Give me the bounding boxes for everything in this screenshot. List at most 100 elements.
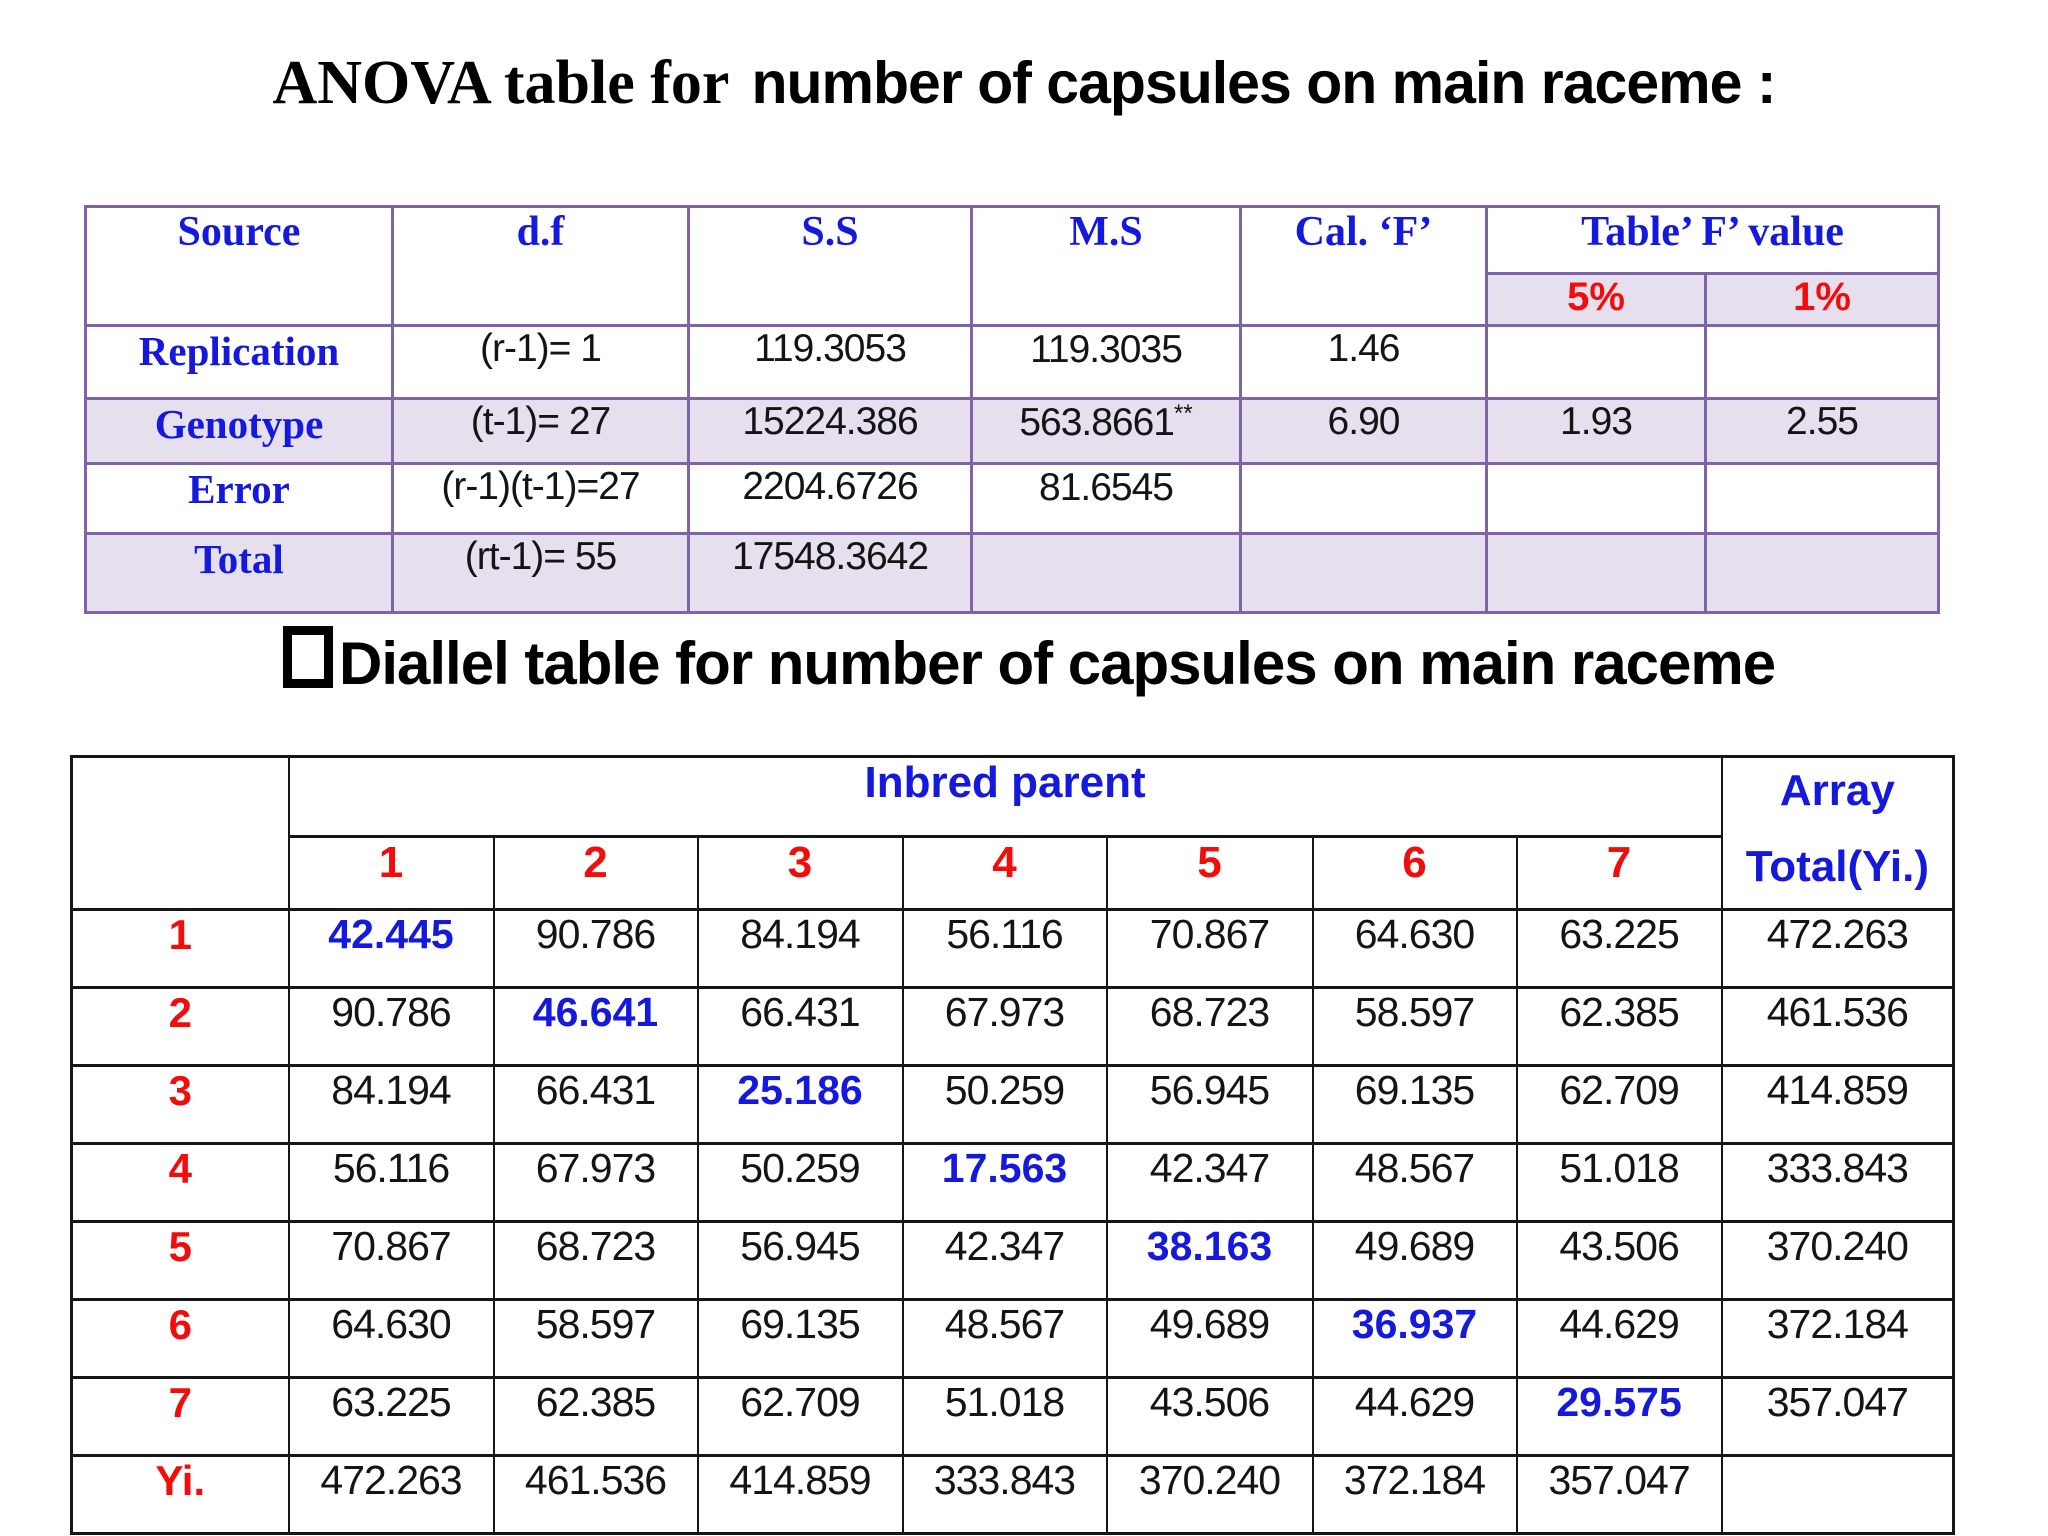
anova-f1-cell: 2.55 bbox=[1703, 397, 1941, 465]
diallel-cell: 370.240 bbox=[1105, 1454, 1314, 1535]
diallel-cell: 66.431 bbox=[696, 986, 904, 1067]
diallel-table: Inbred parent Array Total(Yi.) 1 2 3 4 5… bbox=[70, 755, 1956, 1535]
anova-ss-cell: 2204.6726 bbox=[687, 462, 973, 535]
diallel-col-label: 1 bbox=[287, 835, 495, 911]
anova-df-cell: (t-1)= 27 bbox=[391, 397, 690, 465]
diallel-row-label: 7 bbox=[70, 1376, 290, 1457]
diallel-array-total-cell bbox=[1720, 1454, 1955, 1535]
diallel-cell: 68.723 bbox=[1105, 986, 1314, 1067]
diallel-cell: 63.225 bbox=[287, 1376, 495, 1457]
diallel-cell: 69.135 bbox=[1311, 1064, 1518, 1145]
diallel-array-total-cell: 472.263 bbox=[1720, 908, 1955, 989]
anova-f5-cell bbox=[1485, 532, 1707, 614]
diallel-inbred-parent-header: Inbred parent bbox=[287, 755, 1723, 838]
diallel-cell: 43.506 bbox=[1105, 1376, 1314, 1457]
diallel-cell: 66.431 bbox=[492, 1064, 699, 1145]
anova-table: Source d.f S.S M.S Cal. ‘F’ Table’ F’ va… bbox=[84, 205, 1941, 614]
diallel-cell: 90.786 bbox=[287, 986, 495, 1067]
anova-df-cell: (r-1)(t-1)=27 bbox=[391, 462, 690, 535]
square-bullet-icon bbox=[283, 626, 333, 688]
anova-ss-cell: 17548.3642 bbox=[687, 532, 973, 614]
anova-ms-cell bbox=[970, 532, 1242, 614]
diallel-cell: 29.575 bbox=[1515, 1376, 1723, 1457]
diallel-cell: 62.385 bbox=[1515, 986, 1723, 1067]
diallel-row-label: 5 bbox=[70, 1220, 290, 1301]
diallel-colnum-row: 1 2 3 4 5 6 7 bbox=[72, 835, 1954, 911]
diallel-cell: 64.630 bbox=[287, 1298, 495, 1379]
diallel-row-label: 2 bbox=[70, 986, 290, 1067]
diallel-cell: 44.629 bbox=[1515, 1298, 1723, 1379]
diallel-row-label: 4 bbox=[70, 1142, 290, 1223]
diallel-array-total-cell: 372.184 bbox=[1720, 1298, 1955, 1379]
diallel-cell: 84.194 bbox=[287, 1064, 495, 1145]
diallel-cell: 56.945 bbox=[696, 1220, 904, 1301]
diallel-row-label: 6 bbox=[70, 1298, 290, 1379]
anova-header-calf: Cal. ‘F’ bbox=[1239, 205, 1488, 327]
diallel-cell: 333.843 bbox=[901, 1454, 1108, 1535]
diallel-array-total-cell: 333.843 bbox=[1720, 1142, 1955, 1223]
diallel-cell: 46.641 bbox=[492, 986, 699, 1067]
diallel-cell: 38.163 bbox=[1105, 1220, 1314, 1301]
diallel-cell: 64.630 bbox=[1311, 908, 1518, 989]
diallel-row-2: 2 90.786 46.641 66.431 67.973 68.723 58.… bbox=[70, 986, 1955, 1067]
diallel-cell: 63.225 bbox=[1515, 908, 1723, 989]
diallel-array-total-header: Array Total(Yi.) bbox=[1720, 755, 1955, 911]
anova-ss-cell: 119.3053 bbox=[687, 324, 973, 400]
diallel-col-label: 5 bbox=[1105, 835, 1314, 911]
diallel-row-label: 1 bbox=[70, 908, 290, 989]
anova-source-cell: Genotype bbox=[84, 397, 394, 465]
anova-header-1pct: 1% bbox=[1703, 272, 1941, 327]
diallel-cell: 51.018 bbox=[1515, 1142, 1723, 1223]
diallel-row-label: 3 bbox=[70, 1064, 290, 1145]
diallel-array-total-cell: 357.047 bbox=[1720, 1376, 1955, 1457]
diallel-cell: 50.259 bbox=[901, 1064, 1108, 1145]
anova-ss-cell: 15224.386 bbox=[687, 397, 973, 465]
anova-f1-cell bbox=[1703, 462, 1941, 535]
diallel-cell: 62.709 bbox=[696, 1376, 904, 1457]
anova-header-5pct: 5% bbox=[1485, 272, 1707, 327]
diallel-cell: 42.347 bbox=[901, 1220, 1108, 1301]
diallel-cell: 472.263 bbox=[287, 1454, 495, 1535]
diallel-cell: 70.867 bbox=[287, 1220, 495, 1301]
diallel-cell: 58.597 bbox=[1311, 986, 1518, 1067]
diallel-cell: 50.259 bbox=[696, 1142, 904, 1223]
diallel-row-5: 5 70.867 68.723 56.945 42.347 38.163 49.… bbox=[70, 1220, 1955, 1301]
anova-row-error: Error (r-1)(t-1)=27 2204.6726 81.6545 bbox=[84, 462, 1941, 535]
diallel-cell: 17.563 bbox=[901, 1142, 1108, 1223]
anova-header-source: Source bbox=[84, 205, 394, 327]
diallel-cell: 48.567 bbox=[901, 1298, 1108, 1379]
diallel-cell: 90.786 bbox=[492, 908, 699, 989]
anova-calf-cell: 6.90 bbox=[1239, 397, 1488, 465]
anova-row-replication: Replication (r-1)= 1 119.3053 119.3035 1… bbox=[84, 324, 1941, 400]
diallel-cell: 414.859 bbox=[696, 1454, 904, 1535]
diallel-col-label: 7 bbox=[1515, 835, 1723, 911]
anova-df-cell: (rt-1)= 55 bbox=[391, 532, 690, 614]
anova-f1-cell bbox=[1703, 532, 1941, 614]
diallel-col-label: 2 bbox=[492, 835, 699, 911]
diallel-row-4: 4 56.116 67.973 50.259 17.563 42.347 48.… bbox=[70, 1142, 1955, 1223]
anova-source-cell: Total bbox=[84, 532, 394, 614]
diallel-cell: 42.445 bbox=[287, 908, 495, 989]
diallel-cell: 70.867 bbox=[1105, 908, 1314, 989]
diallel-cell: 357.047 bbox=[1515, 1454, 1723, 1535]
anova-f1-cell bbox=[1703, 324, 1941, 400]
diallel-cell: 372.184 bbox=[1311, 1454, 1518, 1535]
anova-subheader-row: 5% 1% bbox=[86, 272, 1941, 327]
diallel-row-3: 3 84.194 66.431 25.186 50.259 56.945 69.… bbox=[70, 1064, 1955, 1145]
anova-header-ss: S.S bbox=[687, 205, 973, 327]
diallel-cell: 58.597 bbox=[492, 1298, 699, 1379]
diallel-cell: 461.536 bbox=[492, 1454, 699, 1535]
diallel-cell: 42.347 bbox=[1105, 1142, 1314, 1223]
page-title: ANOVA table for number of capsules on mai… bbox=[0, 48, 2048, 119]
diallel-row-yi: Yi. 472.263 461.536 414.859 333.843 370.… bbox=[70, 1454, 1955, 1535]
anova-source-cell: Error bbox=[84, 462, 394, 535]
anova-source-cell: Replication bbox=[84, 324, 394, 400]
diallel-cell: 43.506 bbox=[1515, 1220, 1723, 1301]
anova-header-row: Source d.f S.S M.S Cal. ‘F’ Table’ F’ va… bbox=[84, 205, 1941, 327]
diallel-cell: 68.723 bbox=[492, 1220, 699, 1301]
diallel-row-1: 1 42.445 90.786 84.194 56.116 70.867 64.… bbox=[70, 908, 1955, 989]
diallel-cell: 56.116 bbox=[287, 1142, 495, 1223]
anova-ms-cell: 119.3035 bbox=[970, 324, 1242, 400]
diallel-cell: 56.116 bbox=[901, 908, 1108, 989]
title-serif-part: ANOVA table for bbox=[272, 49, 730, 117]
